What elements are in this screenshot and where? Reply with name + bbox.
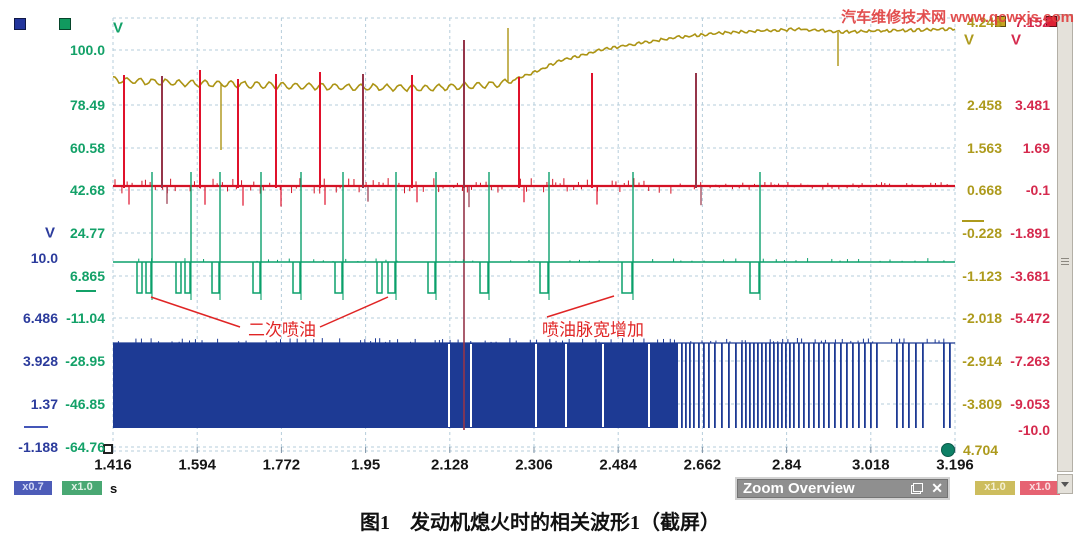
blue-ground-marker	[24, 426, 48, 428]
axis-label: 2.84	[771, 456, 802, 474]
axis-label: 6.486	[22, 310, 58, 326]
annotation-pulse-width-increase: 喷油脉宽增加	[542, 320, 644, 340]
axis-label: 2.306	[515, 456, 553, 474]
channel-position-marker[interactable]	[941, 443, 955, 457]
axis-label: 10.0	[30, 250, 58, 266]
axis-label: -1.188	[18, 439, 58, 455]
axis-label: 3.481	[1014, 97, 1050, 113]
channel-olive-swatch[interactable]	[995, 16, 1006, 27]
axis-label: 1.69	[1022, 140, 1050, 156]
vertical-scrollbar[interactable]	[1057, 14, 1073, 472]
axis-label: 1.416	[94, 456, 132, 474]
axis-label: -1.123	[962, 268, 1002, 284]
axis-label: 60.58	[69, 140, 105, 156]
restore-window-icon[interactable]	[911, 483, 924, 494]
axis-label: 1.95	[350, 456, 381, 474]
olive-ground-marker	[962, 220, 984, 222]
blue-axis-unit: V	[45, 224, 56, 242]
axis-label: -0.1	[1025, 182, 1050, 198]
red-scale-badge[interactable]: x1.0	[1020, 481, 1060, 495]
close-icon[interactable]: ✕	[931, 480, 943, 496]
axis-label: 78.49	[69, 97, 105, 113]
green-ground-marker	[76, 290, 96, 292]
axis-label: 6.865	[69, 268, 105, 284]
annotation-secondary-injection: 二次喷油	[248, 320, 316, 340]
green-axis-unit: V	[113, 19, 124, 37]
scrollbar-grip-icon[interactable]	[1061, 256, 1069, 267]
green-scale-badge[interactable]: x1.0	[62, 481, 102, 495]
olive-axis-unit: V	[964, 31, 975, 49]
axis-label: -7.263	[1010, 353, 1050, 369]
channel-red-swatch[interactable]	[1046, 16, 1057, 27]
axis-label: 3.196	[936, 456, 974, 474]
axis-label: -3.681	[1010, 268, 1050, 284]
scrollbar-down-arrow[interactable]	[1057, 474, 1073, 494]
axis-label: 1.594	[178, 456, 216, 474]
zoom-overview-title: Zoom Overview	[743, 480, 855, 497]
axis-label: 2.484	[599, 456, 637, 474]
zoom-overview-titlebar[interactable]: Zoom Overview ✕	[735, 477, 950, 500]
x-axis-unit: s	[110, 481, 118, 496]
axis-label: 0.668	[966, 182, 1002, 198]
axis-label: 3.928	[22, 353, 58, 369]
axis-label: -64.76	[65, 439, 105, 455]
axis-label: -9.053	[1010, 396, 1050, 412]
figure-caption: 图1 发动机熄火时的相关波形1（截屏）	[360, 512, 720, 534]
axis-label: -46.85	[65, 396, 105, 412]
axis-label: 7.152	[1014, 14, 1050, 30]
trigger-marker[interactable]	[103, 444, 113, 454]
axis-label: -10.0	[1018, 422, 1050, 438]
channel-green-swatch[interactable]	[59, 18, 71, 30]
axis-label: 2.662	[683, 456, 722, 474]
olive-scale-badge[interactable]: x1.0	[975, 481, 1015, 495]
axis-label: 100.0	[69, 42, 105, 58]
axis-label: 2.458	[966, 97, 1002, 113]
axis-label: 1.37	[30, 396, 58, 412]
axis-label: 42.68	[69, 182, 105, 198]
channel-blue-swatch[interactable]	[14, 18, 26, 30]
axis-label: -2.018	[962, 310, 1002, 326]
axis-label: 3.018	[852, 456, 890, 474]
axis-label: 24.77	[69, 225, 105, 241]
axis-label: -28.95	[65, 353, 105, 369]
axis-label: 2.128	[431, 456, 469, 474]
channel-position-value: 4.704	[963, 442, 999, 458]
axis-label: -3.809	[962, 396, 1002, 412]
axis-label: -0.228	[962, 225, 1002, 241]
axis-label: -1.891	[1010, 225, 1050, 241]
axis-label: 1.772	[262, 456, 301, 474]
axis-label: -11.04	[66, 310, 105, 326]
blue-scale-badge[interactable]: x0.7	[14, 481, 52, 495]
axis-label: 1.563	[966, 140, 1002, 156]
red-axis-unit: V	[1011, 31, 1022, 49]
watermark: 汽车维修技术网 www.qcwxjs.com	[841, 9, 1074, 26]
axis-label: -2.914	[962, 353, 1002, 369]
axis-label: 4.248	[966, 14, 1002, 30]
axis-label: -5.472	[1010, 310, 1050, 326]
